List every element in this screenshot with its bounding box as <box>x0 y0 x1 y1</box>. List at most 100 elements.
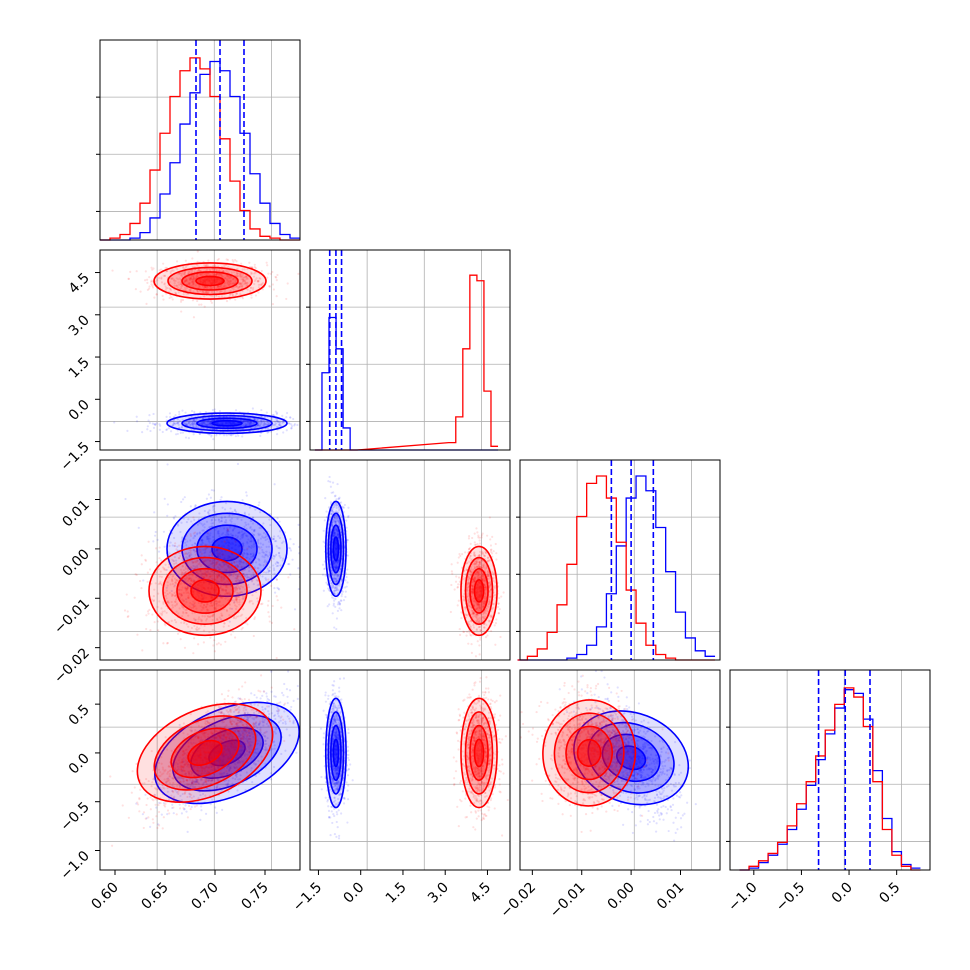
scatter-point <box>229 433 232 437</box>
scatter-point <box>211 267 214 271</box>
scatter-point <box>145 614 148 617</box>
scatter-point <box>226 422 230 426</box>
scatter-point <box>208 559 212 562</box>
scatter-point <box>218 285 221 288</box>
scatter-point <box>281 421 284 425</box>
scatter-point <box>220 517 223 520</box>
scatter-point <box>234 585 238 589</box>
scatter-point <box>231 421 234 424</box>
scatter-panel-row3-col1 <box>99 459 302 661</box>
scatter-point <box>263 420 266 423</box>
scatter-point <box>169 287 172 291</box>
scatter-point <box>177 423 180 426</box>
scatter-point <box>337 497 340 500</box>
scatter-point <box>168 544 171 547</box>
scatter-point <box>180 274 184 277</box>
scatter-point <box>210 282 213 286</box>
scatter-point <box>218 278 221 282</box>
scatter-point <box>165 415 168 418</box>
scatter-point <box>183 280 186 283</box>
scatter-point <box>180 272 184 275</box>
scatter-point <box>210 290 213 293</box>
scatter-point <box>246 421 249 424</box>
scatter-point <box>227 280 230 284</box>
scatter-point <box>192 279 195 282</box>
scatter-point <box>194 565 197 568</box>
scatter-point <box>261 281 264 285</box>
scatter-point <box>300 550 302 552</box>
scatter-point <box>192 278 195 281</box>
scatter-point <box>197 643 200 646</box>
scatter-point <box>226 528 230 531</box>
scatter-point <box>329 485 332 488</box>
scatter-point <box>187 437 190 440</box>
scatter-point <box>214 544 217 547</box>
scatter-point <box>242 279 245 282</box>
scatter-point <box>240 533 244 537</box>
scatter-point <box>171 277 174 280</box>
scatter-point <box>174 292 178 295</box>
scatter-point <box>241 285 244 288</box>
scatter-point <box>492 550 495 553</box>
scatter-point <box>252 272 256 275</box>
scatter-point <box>281 559 284 562</box>
scatter-point <box>193 422 196 425</box>
scatter-point <box>198 303 201 306</box>
scatter-point <box>202 641 205 644</box>
scatter-point <box>239 419 242 422</box>
scatter-point <box>209 419 212 423</box>
scatter-point <box>154 280 157 283</box>
scatter-point <box>269 559 272 562</box>
scatter-point <box>146 610 150 613</box>
scatter-point <box>335 617 339 620</box>
scatter-point <box>207 526 211 529</box>
scatter-point <box>169 270 172 273</box>
scatter-point <box>225 422 228 425</box>
scatter-point <box>231 259 234 262</box>
scatter-point <box>211 419 214 422</box>
scatter-point <box>191 424 195 427</box>
scatter-point <box>260 422 263 425</box>
scatter-point <box>160 559 163 562</box>
scatter-point <box>206 285 209 289</box>
scatter-point <box>281 420 284 423</box>
scatter-point <box>231 293 234 296</box>
scatter-point <box>204 278 208 281</box>
scatter-point <box>207 510 210 514</box>
scatter-point <box>241 278 244 281</box>
scatter-point <box>188 283 191 287</box>
scatter-point <box>204 277 207 280</box>
scatter-point <box>176 286 180 289</box>
scatter-point <box>257 429 260 432</box>
scatter-point <box>140 554 143 557</box>
scatter-point <box>237 275 240 278</box>
scatter-point <box>165 266 168 269</box>
scatter-point <box>235 274 238 277</box>
scatter-point <box>290 423 293 426</box>
scatter-point <box>196 564 199 567</box>
scatter-point <box>307 426 309 428</box>
scatter-point <box>260 282 263 286</box>
scatter-point <box>178 272 181 275</box>
scatter-point <box>293 423 297 426</box>
scatter-point <box>169 420 172 423</box>
scatter-point <box>253 265 256 269</box>
scatter-point <box>227 274 231 278</box>
scatter-point <box>275 276 278 279</box>
scatter-point <box>243 268 246 271</box>
scatter-point <box>177 283 181 286</box>
scatter-point <box>202 280 205 283</box>
scatter-point <box>179 272 182 275</box>
scatter-point <box>226 274 229 278</box>
scatter-point <box>292 417 295 421</box>
scatter-point <box>207 533 210 536</box>
scatter-point <box>197 268 200 271</box>
scatter-point <box>153 534 157 537</box>
scatter-point <box>220 422 223 425</box>
scatter-point <box>228 282 231 285</box>
scatter-point <box>166 463 169 466</box>
scatter-point <box>207 564 211 567</box>
scatter-point <box>196 274 199 277</box>
scatter-point <box>258 276 261 280</box>
scatter-point <box>231 287 234 290</box>
